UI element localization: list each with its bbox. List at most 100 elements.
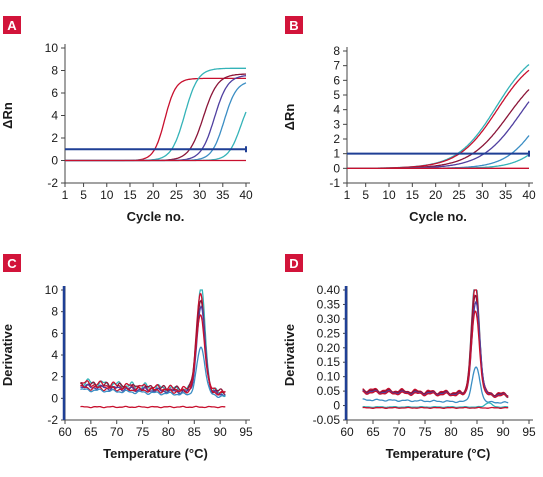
x-tick-label: 60 <box>340 425 354 439</box>
panel-badge <box>285 16 303 34</box>
y-tick-label: 10 <box>45 283 59 297</box>
y-tick-label: 6 <box>51 86 58 100</box>
y-tick-label: 0.25 <box>317 326 341 340</box>
y-tick-label: 8 <box>333 44 340 58</box>
x-tick-label: 90 <box>213 425 227 439</box>
x-tick-label: 10 <box>100 188 114 202</box>
y-tick-label: 0.35 <box>317 297 341 311</box>
x-axis-label: Cycle no. <box>127 209 185 224</box>
y-tick-label: 8 <box>51 305 58 319</box>
x-tick-label: 5 <box>362 188 369 202</box>
y-tick-label: 0.30 <box>317 312 341 326</box>
y-tick-label: 0.10 <box>317 370 341 384</box>
x-tick-label: 90 <box>496 425 510 439</box>
y-tick-label: 8 <box>51 64 58 78</box>
x-tick-label: 20 <box>146 188 160 202</box>
y-tick-label: 5 <box>333 88 340 102</box>
y-tick-label: 1 <box>333 147 340 161</box>
x-tick-label: 10 <box>382 188 396 202</box>
x-tick-label: 1 <box>344 188 351 202</box>
y-axis-label: Derivative <box>0 324 15 386</box>
x-tick-label: 30 <box>476 188 490 202</box>
series-line-5 <box>80 314 226 396</box>
y-tick-label: 4 <box>333 103 340 117</box>
y-tick-label: -0.05 <box>313 413 341 427</box>
y-tick-label: 0 <box>51 391 58 405</box>
panel-label: C <box>7 256 17 271</box>
series-line-8 <box>362 406 509 409</box>
x-tick-label: 80 <box>444 425 458 439</box>
series-line-7 <box>362 402 509 409</box>
y-tick-label: -2 <box>47 176 58 190</box>
panel-label: B <box>289 18 298 33</box>
panel-badge <box>285 254 303 272</box>
y-tick-label: 0.20 <box>317 341 341 355</box>
y-tick-label: 0 <box>333 399 340 413</box>
x-tick-label: 70 <box>392 425 406 439</box>
y-tick-label: 2 <box>333 132 340 146</box>
x-tick-label: 30 <box>193 188 207 202</box>
x-tick-label: 1 <box>62 188 69 202</box>
y-tick-label: 0 <box>333 161 340 175</box>
y-tick-label: 4 <box>51 348 58 362</box>
y-tick-label: 2 <box>51 131 58 145</box>
y-tick-label: -1 <box>329 176 340 190</box>
y-tick-label: 3 <box>333 117 340 131</box>
y-axis-label: ΔRn <box>282 104 297 131</box>
y-tick-label: 2 <box>51 370 58 384</box>
x-axis-label: Temperature (°C) <box>103 446 208 461</box>
y-tick-label: 10 <box>45 41 59 55</box>
series-line-5 <box>362 310 509 399</box>
series-line-6 <box>362 366 509 404</box>
series-line-6 <box>80 346 226 399</box>
y-tick-label: 0.40 <box>317 283 341 297</box>
series-line-3 <box>80 299 226 396</box>
x-tick-label: 85 <box>470 425 484 439</box>
x-tick-label: 65 <box>84 425 98 439</box>
series-line-3 <box>347 89 530 169</box>
y-tick-label: 6 <box>51 326 58 340</box>
y-tick-label: 0 <box>51 154 58 168</box>
series-line-4 <box>362 300 509 398</box>
series-line-1 <box>362 289 509 399</box>
y-tick-label: 6 <box>333 73 340 87</box>
series-line-7 <box>80 405 226 409</box>
x-tick-label: 35 <box>499 188 513 202</box>
y-tick-label: -2 <box>47 413 58 427</box>
x-tick-label: 35 <box>216 188 230 202</box>
y-axis-label: Derivative <box>282 324 297 386</box>
x-tick-label: 85 <box>188 425 202 439</box>
x-axis-label: Cycle no. <box>409 209 467 224</box>
series-line-1 <box>65 77 246 162</box>
x-tick-label: 75 <box>136 425 150 439</box>
chart-panel-c: C -2 0 2 4 6 8 10 60 65 70 75 80 85 90 95 Temperature (°… <box>0 254 253 461</box>
x-tick-label: 40 <box>522 188 536 202</box>
x-tick-label: 25 <box>170 188 184 202</box>
x-tick-label: 20 <box>429 188 443 202</box>
x-tick-label: 5 <box>80 188 87 202</box>
x-axis-label: Temperature (°C) <box>386 446 491 461</box>
y-tick-label: 0.15 <box>317 355 341 369</box>
x-tick-label: 25 <box>452 188 466 202</box>
panel-badge <box>3 16 21 34</box>
x-tick-label: 15 <box>406 188 420 202</box>
x-tick-label: 40 <box>239 188 253 202</box>
x-tick-label: 65 <box>366 425 380 439</box>
x-tick-label: 15 <box>123 188 137 202</box>
series-line-4 <box>80 305 226 397</box>
y-tick-label: 7 <box>333 59 340 73</box>
series-line-1 <box>80 289 226 398</box>
y-axis-label: ΔRn <box>0 102 15 129</box>
x-tick-label: 70 <box>110 425 124 439</box>
x-tick-label: 60 <box>58 425 72 439</box>
panel-label: D <box>289 256 298 271</box>
x-tick-label: 95 <box>239 425 253 439</box>
x-tick-label: 75 <box>418 425 432 439</box>
series-line-3 <box>362 294 509 397</box>
y-tick-label: 0.05 <box>317 384 341 398</box>
panel-badge <box>3 254 21 272</box>
panel-label: A <box>7 18 17 33</box>
